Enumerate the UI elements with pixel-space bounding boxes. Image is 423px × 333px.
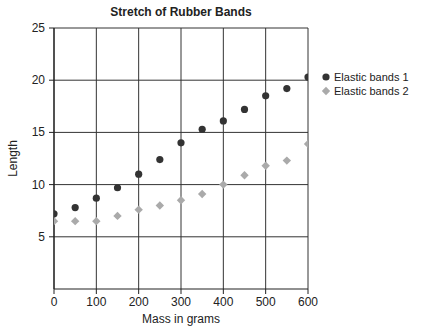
y-tick	[49, 80, 54, 81]
point	[156, 201, 164, 209]
x-grid-line	[265, 28, 266, 289]
point	[113, 212, 121, 220]
point	[92, 217, 100, 225]
chart: 0 100 200 300 400 500 600 5 10 15 20 25 Stretch of R…	[0, 0, 423, 333]
y-tick	[49, 28, 54, 29]
grid	[54, 28, 308, 289]
y-axis-label: Length	[6, 140, 20, 177]
x-grid-line	[308, 28, 309, 289]
y-grid-line	[54, 236, 308, 237]
point	[54, 210, 58, 217]
x-grid-line	[54, 28, 55, 289]
y-tick-label: 20	[32, 73, 46, 87]
point	[71, 217, 79, 225]
point	[304, 73, 308, 80]
point	[177, 196, 185, 204]
y-tick-label: 25	[32, 21, 46, 35]
x-tick	[265, 289, 266, 294]
point	[93, 195, 100, 202]
point	[220, 117, 227, 124]
y-tick	[49, 184, 54, 185]
x-grid-line	[223, 28, 224, 289]
x-grid-line	[138, 28, 139, 289]
y-axis-line	[53, 28, 54, 289]
y-grid-line	[54, 184, 308, 185]
x-tick	[181, 289, 182, 294]
point	[304, 140, 308, 148]
y-tick-label: 15	[32, 125, 46, 139]
legend-label: Elastic bands 1	[334, 71, 409, 83]
point	[261, 162, 269, 170]
x-grid-line	[96, 28, 97, 289]
point	[240, 171, 248, 179]
point	[156, 156, 163, 163]
legend-label: Elastic bands 2	[334, 85, 409, 97]
point	[135, 171, 142, 178]
y-tick	[49, 132, 54, 133]
legend-marker	[322, 87, 330, 95]
x-tick	[223, 289, 224, 294]
x-tick	[308, 289, 309, 294]
title: Stretch of Rubber Bands	[110, 5, 252, 19]
point	[54, 217, 58, 225]
x-tick-label: 400	[213, 295, 233, 309]
point	[114, 184, 121, 191]
legend: Elastic bands 1 Elastic bands 2	[322, 71, 409, 97]
y-grid-line	[54, 80, 308, 81]
x-tick-label: 100	[86, 295, 106, 309]
x-axis-label: Mass in grams	[142, 312, 220, 326]
y-grid-line	[54, 132, 308, 133]
y-tick-label: 5	[38, 230, 45, 244]
x-grid-line	[181, 28, 182, 289]
background	[0, 0, 423, 333]
y-tick-label: 10	[32, 178, 46, 192]
x-tick	[138, 289, 139, 294]
point	[219, 180, 227, 188]
point	[72, 204, 79, 211]
x-tick	[54, 289, 55, 294]
point	[262, 92, 269, 99]
chart-root: 0 100 200 300 400 500 600 5 10 15 20 25 Stretch of R…	[0, 0, 423, 333]
legend-marker	[322, 73, 329, 80]
point	[283, 156, 291, 164]
y-grid-line	[54, 28, 308, 29]
point	[283, 85, 290, 92]
data-points	[54, 73, 308, 225]
x-tick-label: 500	[256, 295, 276, 309]
point	[177, 139, 184, 146]
x-tick-label: 600	[298, 295, 318, 309]
x-tick-label: 300	[171, 295, 191, 309]
x-tick-label: 200	[129, 295, 149, 309]
point	[199, 126, 206, 133]
point	[198, 190, 206, 198]
point	[134, 205, 142, 213]
x-tick-label: 0	[51, 295, 58, 309]
point	[241, 106, 248, 113]
y-tick	[49, 236, 54, 237]
x-tick	[96, 289, 97, 294]
